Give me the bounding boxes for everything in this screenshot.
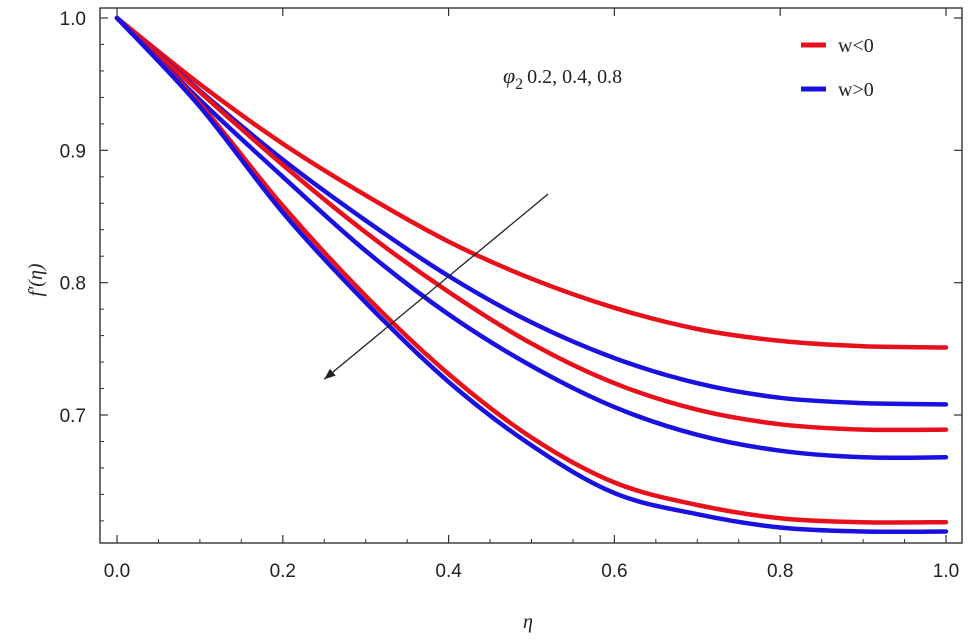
x-tick-label: 0.8	[767, 561, 793, 582]
y-tick-label: 0.7	[60, 406, 86, 427]
series-line-w-negative-1	[114, 15, 949, 350]
plot-frame	[99, 7, 963, 544]
phi-annotation: φ2 0.2, 0.4, 0.8	[503, 63, 622, 93]
phi-subscript: 2	[515, 76, 523, 93]
phi-symbol: φ	[503, 63, 515, 88]
x-tick-label: 0.0	[104, 561, 130, 582]
x-tick-label: 0.6	[601, 561, 627, 582]
y-tick-label: 0.8	[60, 274, 86, 295]
y-axis-label: f'(η)	[25, 263, 47, 296]
legend: w<0 w>0	[801, 35, 874, 101]
trend-arrow-line	[323, 193, 549, 380]
y-tick-label: 0.9	[60, 141, 86, 162]
x-tick-label: 0.4	[435, 561, 462, 582]
trend-arrow-head	[324, 368, 336, 380]
series-line-w-negative-5	[114, 15, 949, 525]
x-tick-label: 1.0	[933, 561, 959, 582]
series-layer	[114, 15, 949, 535]
arrow-layer	[323, 193, 549, 380]
series-line-w-positive-2	[114, 15, 949, 407]
x-axis-label: η	[523, 611, 533, 633]
legend-label-w-positive: w>0	[838, 79, 874, 101]
series-line-w-positive-4	[114, 15, 949, 461]
y-tick-label: 1.0	[60, 9, 86, 30]
x-tick-label: 0.2	[270, 561, 296, 582]
phi-values: 0.2, 0.4, 0.8	[527, 66, 622, 88]
legend-label-w-negative: w<0	[838, 35, 874, 57]
series-line-w-positive-6	[114, 15, 949, 535]
series-line-w-negative-3	[114, 15, 949, 433]
axes: 0.0 0.2 0.4 0.6 0.8 1.0 0.7 0.8 0.9 1.0	[60, 7, 963, 582]
